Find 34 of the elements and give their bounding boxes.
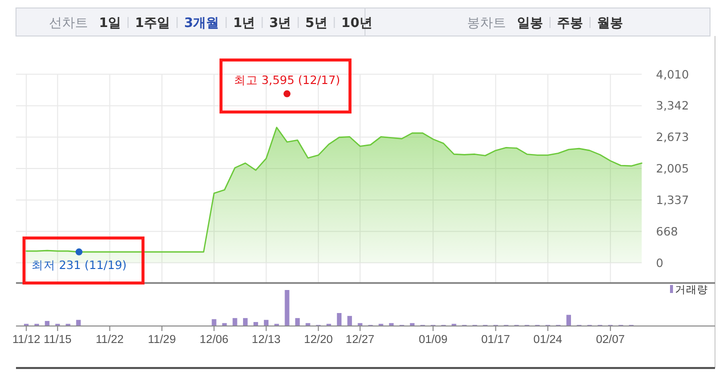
annotation: 최저 231 (11/19) [31,258,127,272]
x-tick-label: 01/09 [418,334,448,346]
text: 5년 [305,16,328,31]
text: 주봉 [557,16,583,31]
y-tick-label: 1,337 [656,192,689,207]
x-tick-label: 02/07 [596,334,625,346]
x-tick-label: 11/12 [12,334,40,346]
annotation: 최고 3,595 (12/17) [234,72,340,87]
text: 봉차트 [467,16,506,31]
x-tick-label: 01/24 [533,334,563,346]
y-tick-label: 3,342 [656,98,689,113]
text: 1일 [99,16,122,31]
text: 10년 [341,16,372,31]
y-tick-label: 0 [656,256,664,270]
x-tick-label: 12/27 [346,334,374,346]
y-tick-label: 668 [656,224,678,238]
x-tick-label: 11/15 [44,334,72,346]
y-tick-label: 2,005 [656,162,689,176]
x-tick-label: 12/06 [200,334,228,346]
text: 선차트 [49,16,88,31]
y-tick-label: 4,010 [656,67,689,82]
x-tick-label: 11/29 [148,334,176,346]
text: 일봉 [517,16,543,31]
legend-label: 거래량 [675,284,708,296]
text: 1주일 [135,16,170,31]
x-tick-label: 11/22 [96,334,124,346]
x-tick-label: 12/20 [304,334,333,346]
text: 월봉 [597,16,623,31]
x-tick-label: 12/13 [252,334,281,346]
text: 1년 [233,16,256,31]
x-tick-label: 01/17 [481,334,510,346]
text: 3개월 [184,16,220,31]
y-tick-label: 2,673 [656,130,689,144]
text: 3년 [269,16,292,31]
